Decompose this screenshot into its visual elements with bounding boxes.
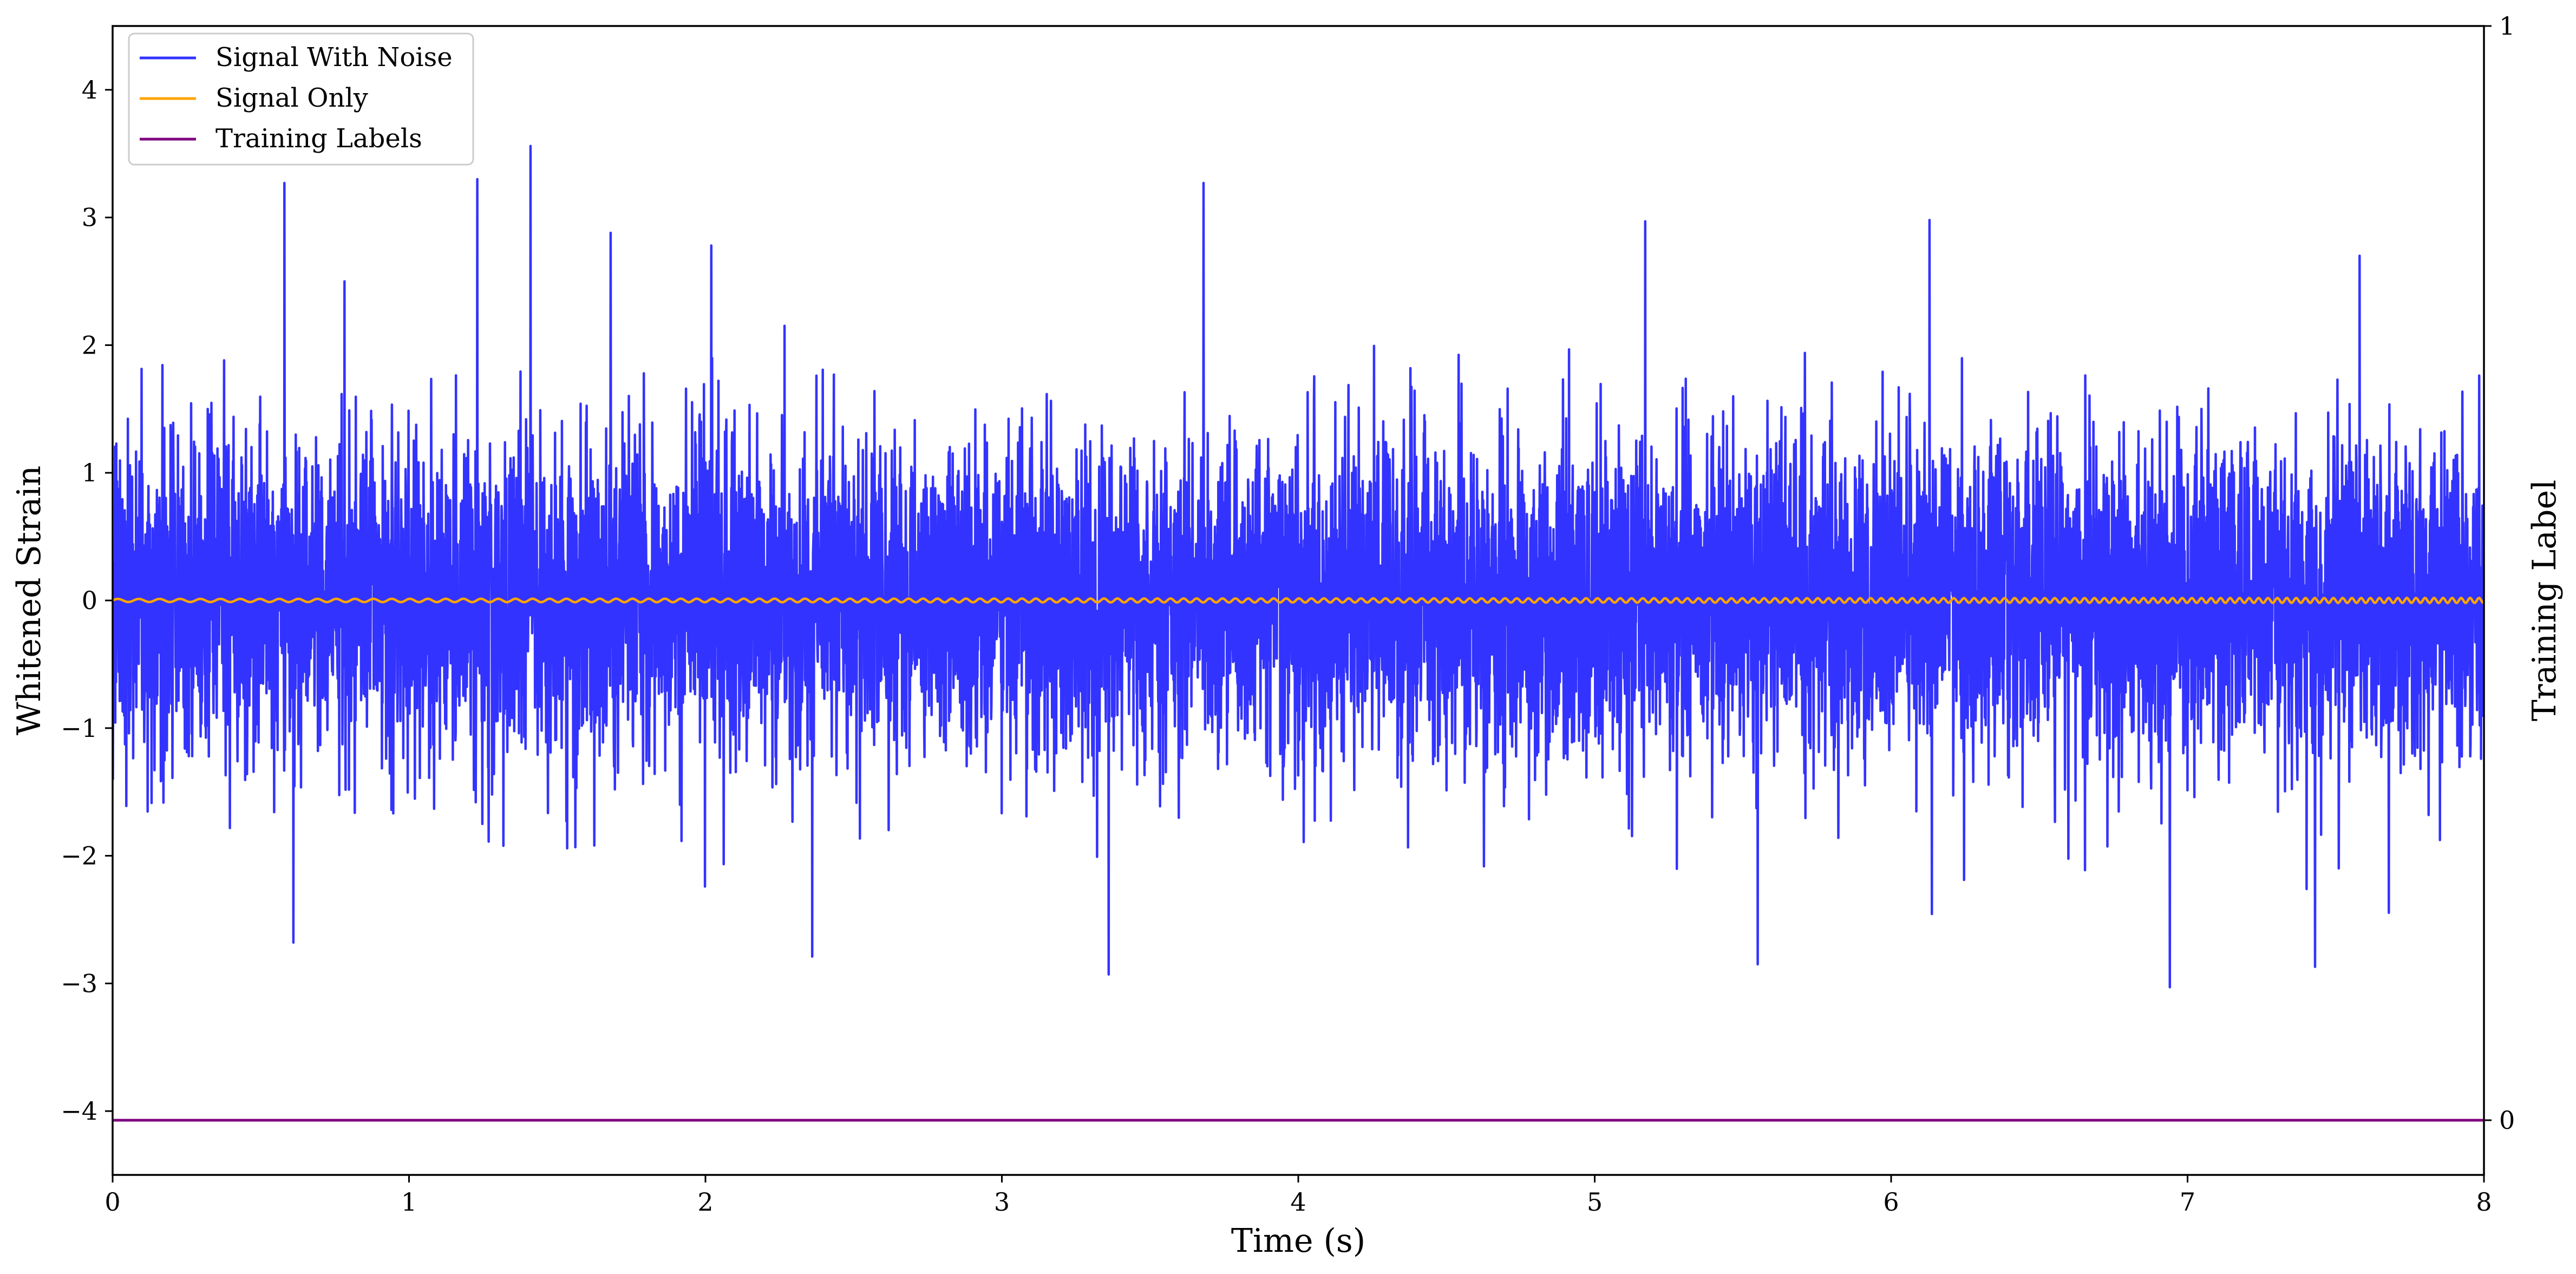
legend-label-labels: Training Labels bbox=[215, 123, 422, 154]
y-tick-label: 2 bbox=[82, 330, 97, 360]
x-tick-label: 5 bbox=[1587, 1187, 1603, 1217]
x-tick-label: 3 bbox=[994, 1187, 1010, 1217]
y-axis-right: 10 bbox=[2484, 11, 2515, 1135]
y-tick-label: −3 bbox=[61, 969, 97, 998]
y-tick-label: −4 bbox=[61, 1096, 97, 1126]
x-tick-label: 1 bbox=[401, 1187, 417, 1217]
series-signal-only bbox=[113, 596, 2484, 605]
legend-label-signal: Signal Only bbox=[215, 83, 368, 113]
x-axis: 0 1 2 3 4 5 6 7 8 bbox=[104, 1175, 2492, 1217]
signal-with-noise-line bbox=[113, 145, 2484, 989]
legend-label-noise: Signal With Noise bbox=[215, 42, 453, 73]
y2-tick-label: 1 bbox=[2499, 11, 2515, 41]
x-tick-label: 7 bbox=[2180, 1187, 2195, 1217]
x-tick-label: 0 bbox=[104, 1187, 120, 1217]
y2-axis-title: Training Label bbox=[2526, 480, 2564, 721]
y-tick-label: 0 bbox=[82, 586, 97, 615]
y-tick-label: 4 bbox=[82, 75, 97, 104]
y-tick-label: 3 bbox=[82, 203, 97, 232]
x-tick-label: 6 bbox=[1883, 1187, 1899, 1217]
signal-only-line bbox=[113, 596, 2484, 605]
x-tick-label: 8 bbox=[2476, 1187, 2492, 1217]
series-signal-with-noise bbox=[113, 145, 2484, 989]
legend: Signal With Noise Signal Only Training L… bbox=[128, 32, 474, 166]
x-axis-title: Time (s) bbox=[1231, 1222, 1365, 1260]
y-axis-left: 4 3 2 1 0 −1 −2 −3 −4 bbox=[61, 75, 113, 1126]
x-tick-label: 4 bbox=[1290, 1187, 1306, 1217]
x-tick-label: 2 bbox=[697, 1187, 713, 1217]
y2-tick-label: 0 bbox=[2499, 1106, 2515, 1135]
y-tick-label: −2 bbox=[61, 841, 97, 871]
y-tick-label: −1 bbox=[61, 714, 97, 743]
legend-box bbox=[128, 32, 474, 166]
y-tick-label: 1 bbox=[82, 458, 97, 487]
y-axis-title: Whitened Strain bbox=[10, 466, 48, 735]
